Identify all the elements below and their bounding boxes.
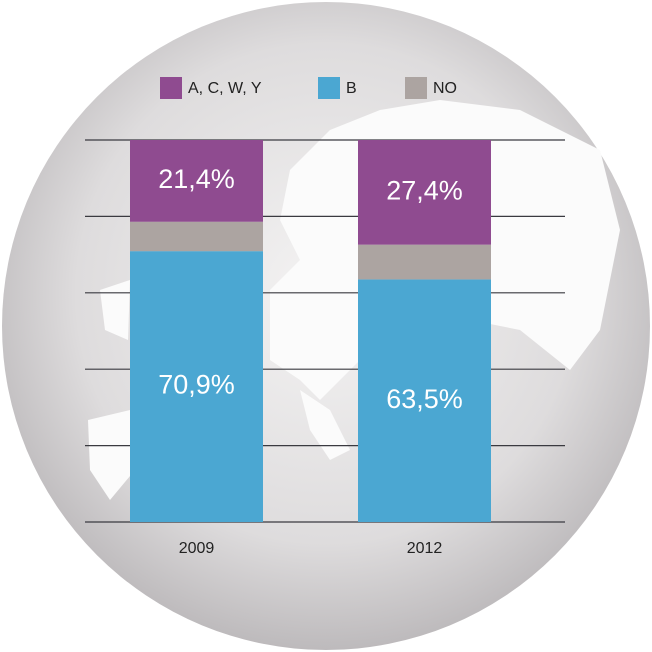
legend-swatch bbox=[405, 77, 427, 99]
legend-label: NO bbox=[433, 80, 457, 97]
bar-segment bbox=[358, 140, 491, 245]
bar-segment bbox=[130, 221, 263, 252]
value-label: 21,4% bbox=[158, 164, 235, 194]
bar-segment bbox=[358, 244, 491, 280]
legend-label: B bbox=[346, 80, 357, 97]
legend-label: A, C, W, Y bbox=[188, 80, 262, 97]
value-label: 63,5% bbox=[386, 384, 463, 414]
legend-swatch bbox=[160, 77, 182, 99]
bars bbox=[130, 140, 491, 523]
bar-segment bbox=[358, 279, 491, 522]
labels: B NO A, C, W, Y 70,9% 21,4% 2009 63,5% 27,4% 201… bbox=[158, 77, 463, 557]
x-tick-label: 2009 bbox=[179, 540, 215, 557]
value-label: 27,4% bbox=[386, 175, 463, 205]
legend-swatch bbox=[318, 77, 340, 99]
bar-segment bbox=[130, 251, 263, 523]
value-label: 70,9% bbox=[158, 370, 235, 400]
bar-segment bbox=[130, 140, 263, 222]
x-tick-label: 2012 bbox=[407, 540, 443, 557]
